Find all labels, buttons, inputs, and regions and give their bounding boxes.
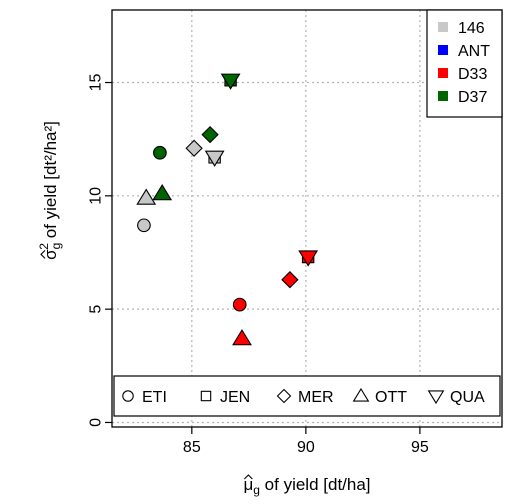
data-point-d33-triangle-up (232, 329, 252, 346)
legend-shape-qua (427, 390, 445, 405)
x-label-hat (243, 474, 253, 480)
legend-label-qua: QUA (450, 389, 485, 406)
shape-legend: ETI JEN MER OTT QUA (113, 375, 501, 417)
legend-swatch-d33 (438, 68, 448, 78)
data-point-146-triangle-up (136, 188, 157, 205)
legend-label-ott: OTT (375, 389, 407, 406)
data-point-d37-triangle-down (220, 73, 241, 90)
y-tick-label: 5 (88, 305, 105, 314)
data-point-d37-circle (153, 145, 167, 160)
data-point-d37-triangle-up (152, 184, 173, 201)
legend-label-mer: MER (298, 389, 334, 406)
axis-label-hats (40, 249, 253, 480)
color-legend: 146 ANT D33 D37 (426, 9, 503, 118)
plot-frame (111, 9, 503, 428)
y-tick-label: 10 (88, 187, 105, 205)
data-point-d37-diamond (201, 125, 219, 144)
x-tick-label: 85 (183, 439, 201, 456)
data-point-d33-circle (232, 297, 247, 312)
y-tick-label: 15 (88, 74, 105, 92)
legend-swatch-146 (438, 22, 448, 32)
x-axis-label: μg of yield [dt/ha] (243, 475, 370, 497)
data-point-146-diamond (185, 139, 203, 157)
y-label-hat (40, 249, 46, 259)
y-tick-label: 0 (88, 418, 105, 427)
axis-ticks: 85 90 95 0 5 10 15 (88, 74, 429, 456)
legend-label-d33: D33 (458, 66, 487, 83)
data-point-d33-triangle-down (298, 250, 319, 267)
legend-label-ant: ANT (458, 43, 490, 60)
legend-shape-ott (352, 387, 370, 402)
legend-label-eti: ETI (142, 389, 167, 406)
y-axis-label: σg2 of yield [dt²/ha²] (37, 121, 63, 260)
legend-label-jen: JEN (220, 389, 250, 406)
data-point-146-triangle-down (204, 150, 225, 167)
legend-label-146: 146 (458, 20, 485, 37)
data-point-146-circle (137, 218, 151, 233)
legend-shape-mer (276, 388, 292, 404)
legend-swatch-d37 (438, 91, 448, 101)
legend-label-d37: D37 (458, 89, 487, 106)
data-points (136, 73, 480, 410)
x-tick-label: 90 (297, 439, 315, 456)
x-tick-label: 95 (411, 439, 429, 456)
legend-swatch-ant (438, 45, 448, 55)
legend-shape-jen (200, 390, 212, 402)
legend-shape-eti (122, 390, 134, 402)
data-point-d33-diamond (281, 271, 299, 289)
